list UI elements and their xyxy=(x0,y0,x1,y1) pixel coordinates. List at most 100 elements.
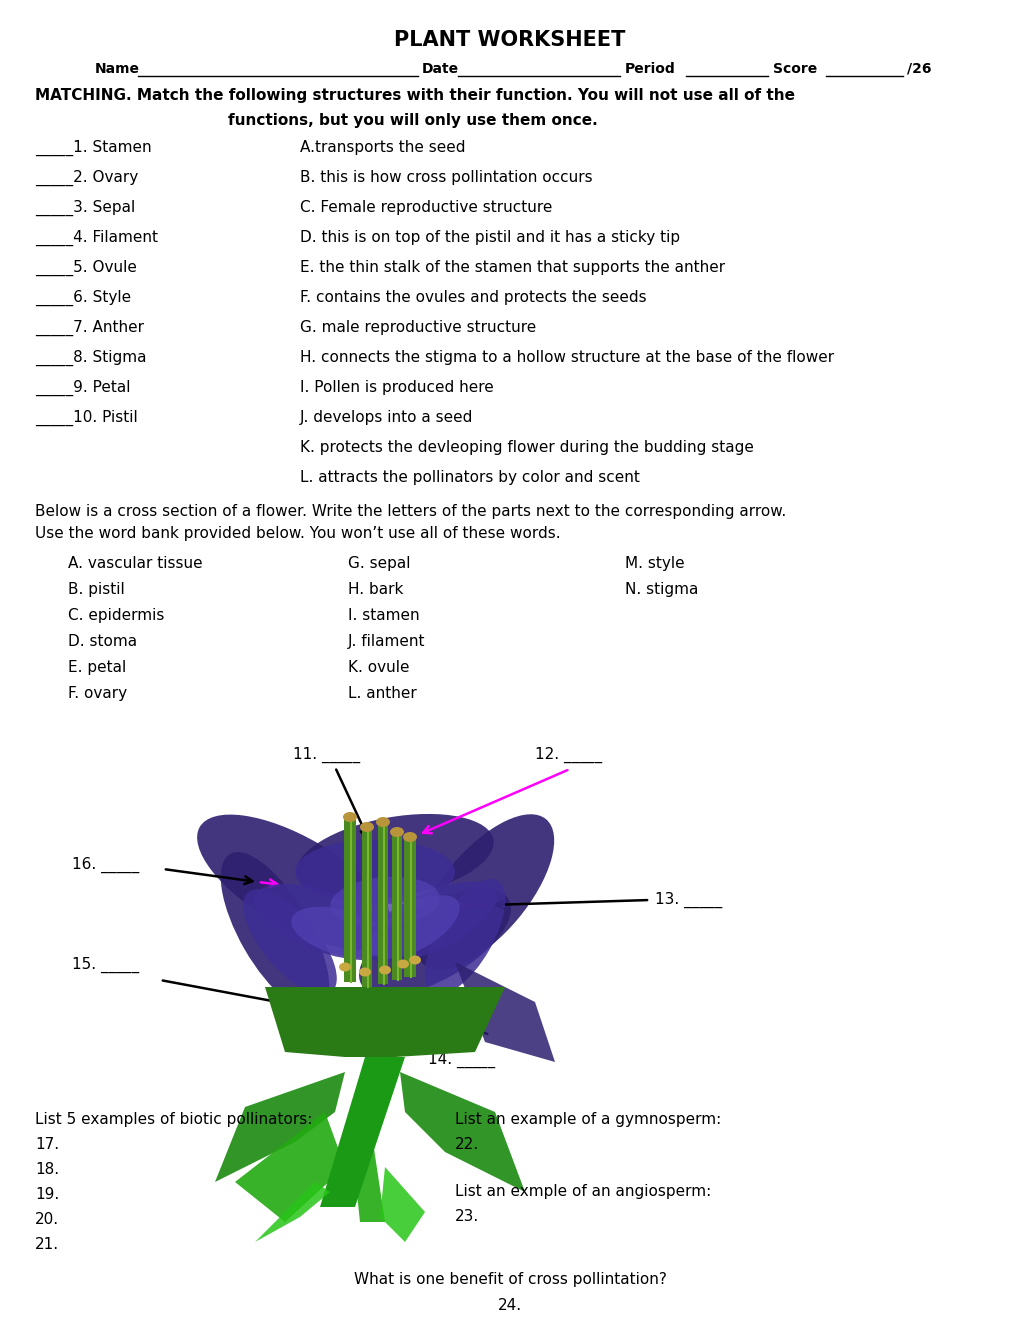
Text: M. style: M. style xyxy=(625,556,684,572)
Text: C. epidermis: C. epidermis xyxy=(68,609,164,623)
Text: PLANT WORKSHEET: PLANT WORKSHEET xyxy=(394,30,625,50)
Text: 17.: 17. xyxy=(35,1137,59,1152)
Text: 20.: 20. xyxy=(35,1212,59,1228)
Polygon shape xyxy=(454,962,554,1063)
Ellipse shape xyxy=(294,840,454,904)
Polygon shape xyxy=(343,817,356,982)
Text: /26: /26 xyxy=(906,62,930,77)
Ellipse shape xyxy=(291,907,388,957)
Ellipse shape xyxy=(254,884,395,960)
Ellipse shape xyxy=(338,962,351,972)
Text: A.transports the seed: A.transports the seed xyxy=(300,140,465,154)
Ellipse shape xyxy=(359,888,511,995)
Text: 18.: 18. xyxy=(35,1162,59,1177)
Ellipse shape xyxy=(370,895,460,958)
Text: 15. _____: 15. _____ xyxy=(72,957,139,973)
Text: List an example of a gymnosperm:: List an example of a gymnosperm: xyxy=(454,1111,720,1127)
Text: F. ovary: F. ovary xyxy=(68,686,127,701)
Ellipse shape xyxy=(296,814,493,900)
Text: I. Pollen is produced here: I. Pollen is produced here xyxy=(300,380,493,395)
Text: K. ovule: K. ovule xyxy=(347,660,409,675)
Polygon shape xyxy=(404,837,416,977)
Text: 21.: 21. xyxy=(35,1237,59,1251)
Text: F. contains the ovules and protects the seeds: F. contains the ovules and protects the … xyxy=(300,290,646,305)
Text: List an exmple of an angiosperm:: List an exmple of an angiosperm: xyxy=(454,1184,710,1199)
Ellipse shape xyxy=(416,814,553,970)
Polygon shape xyxy=(378,822,387,983)
Text: Use the word bank provided below. You won’t use all of these words.: Use the word bank provided below. You wo… xyxy=(35,525,560,541)
Ellipse shape xyxy=(220,853,329,1012)
Text: C. Female reproductive structure: C. Female reproductive structure xyxy=(300,201,552,215)
Polygon shape xyxy=(255,1181,330,1242)
Polygon shape xyxy=(234,1111,344,1222)
Ellipse shape xyxy=(330,876,439,928)
Text: 12. _____: 12. _____ xyxy=(535,747,601,763)
Text: functions, but you will only use them once.: functions, but you will only use them on… xyxy=(228,114,597,128)
Text: List 5 examples of biotic pollinators:: List 5 examples of biotic pollinators: xyxy=(35,1111,312,1127)
Text: _____5. Ovule: _____5. Ovule xyxy=(35,260,137,276)
Text: A. vascular tissue: A. vascular tissue xyxy=(68,556,203,572)
Text: What is one benefit of cross pollintation?: What is one benefit of cross pollintatio… xyxy=(354,1272,665,1287)
Text: 11. _____: 11. _____ xyxy=(292,747,360,763)
Text: _____8. Stigma: _____8. Stigma xyxy=(35,350,147,366)
Text: H. bark: H. bark xyxy=(347,582,403,597)
Text: D. this is on top of the pistil and it has a sticky tip: D. this is on top of the pistil and it h… xyxy=(300,230,680,246)
Text: B. this is how cross pollintation occurs: B. this is how cross pollintation occurs xyxy=(300,170,592,185)
Polygon shape xyxy=(215,1072,344,1181)
Text: _____6. Style: _____6. Style xyxy=(35,290,131,306)
Text: L. anther: L. anther xyxy=(347,686,417,701)
Text: 24.: 24. xyxy=(497,1298,522,1313)
Text: 23.: 23. xyxy=(454,1209,479,1224)
Text: J. filament: J. filament xyxy=(347,634,425,649)
Text: G. sepal: G. sepal xyxy=(347,556,410,572)
Text: 13. _____: 13. _____ xyxy=(654,892,721,908)
Text: _____3. Sepal: _____3. Sepal xyxy=(35,201,136,216)
Text: K. protects the devleoping flower during the budding stage: K. protects the devleoping flower during… xyxy=(300,440,753,455)
Ellipse shape xyxy=(363,882,496,962)
Ellipse shape xyxy=(409,956,421,965)
Text: _____4. Filament: _____4. Filament xyxy=(35,230,158,247)
Text: Date: Date xyxy=(422,62,459,77)
Text: _____10. Pistil: _____10. Pistil xyxy=(35,411,138,426)
Polygon shape xyxy=(320,1057,405,1206)
Ellipse shape xyxy=(403,832,417,842)
Polygon shape xyxy=(399,1072,525,1192)
Text: G. male reproductive structure: G. male reproductive structure xyxy=(300,319,536,335)
Text: B. pistil: B. pistil xyxy=(68,582,124,597)
Text: J. develops into a seed: J. develops into a seed xyxy=(300,411,473,425)
Ellipse shape xyxy=(243,890,336,995)
Text: H. connects the stigma to a hollow structure at the base of the flower: H. connects the stigma to a hollow struc… xyxy=(300,350,834,366)
Text: _____7. Anther: _____7. Anther xyxy=(35,319,144,337)
Text: _____9. Petal: _____9. Petal xyxy=(35,380,130,396)
Text: 14. _____: 14. _____ xyxy=(428,1052,494,1068)
Text: E. the thin stalk of the stamen that supports the anther: E. the thin stalk of the stamen that sup… xyxy=(300,260,725,275)
Text: Below is a cross section of a flower. Write the letters of the parts next to the: Below is a cross section of a flower. Wr… xyxy=(35,504,786,519)
Text: _____2. Ovary: _____2. Ovary xyxy=(35,170,139,186)
Text: Score: Score xyxy=(772,62,816,77)
Ellipse shape xyxy=(424,879,504,995)
Ellipse shape xyxy=(396,960,409,969)
Text: 19.: 19. xyxy=(35,1187,59,1203)
Text: L. attracts the pollinators by color and scent: L. attracts the pollinators by color and… xyxy=(300,470,639,484)
Polygon shape xyxy=(391,832,401,979)
Polygon shape xyxy=(350,1122,384,1222)
Text: _____1. Stamen: _____1. Stamen xyxy=(35,140,152,156)
Text: 22.: 22. xyxy=(454,1137,479,1152)
Text: Period: Period xyxy=(625,62,675,77)
Text: E. petal: E. petal xyxy=(68,660,126,675)
Polygon shape xyxy=(380,1167,425,1242)
Ellipse shape xyxy=(360,822,374,832)
Polygon shape xyxy=(362,828,372,987)
Text: 16. _____: 16. _____ xyxy=(72,857,140,874)
Ellipse shape xyxy=(376,817,389,828)
Text: N. stigma: N. stigma xyxy=(625,582,698,597)
Text: MATCHING. Match the following structures with their function. You will not use a: MATCHING. Match the following structures… xyxy=(35,88,794,103)
Ellipse shape xyxy=(197,814,392,949)
Ellipse shape xyxy=(359,968,371,977)
Ellipse shape xyxy=(389,828,404,837)
Ellipse shape xyxy=(379,965,390,974)
Polygon shape xyxy=(265,987,504,1057)
Text: Name: Name xyxy=(95,62,140,77)
Text: D. stoma: D. stoma xyxy=(68,634,137,649)
Text: I. stamen: I. stamen xyxy=(347,609,419,623)
